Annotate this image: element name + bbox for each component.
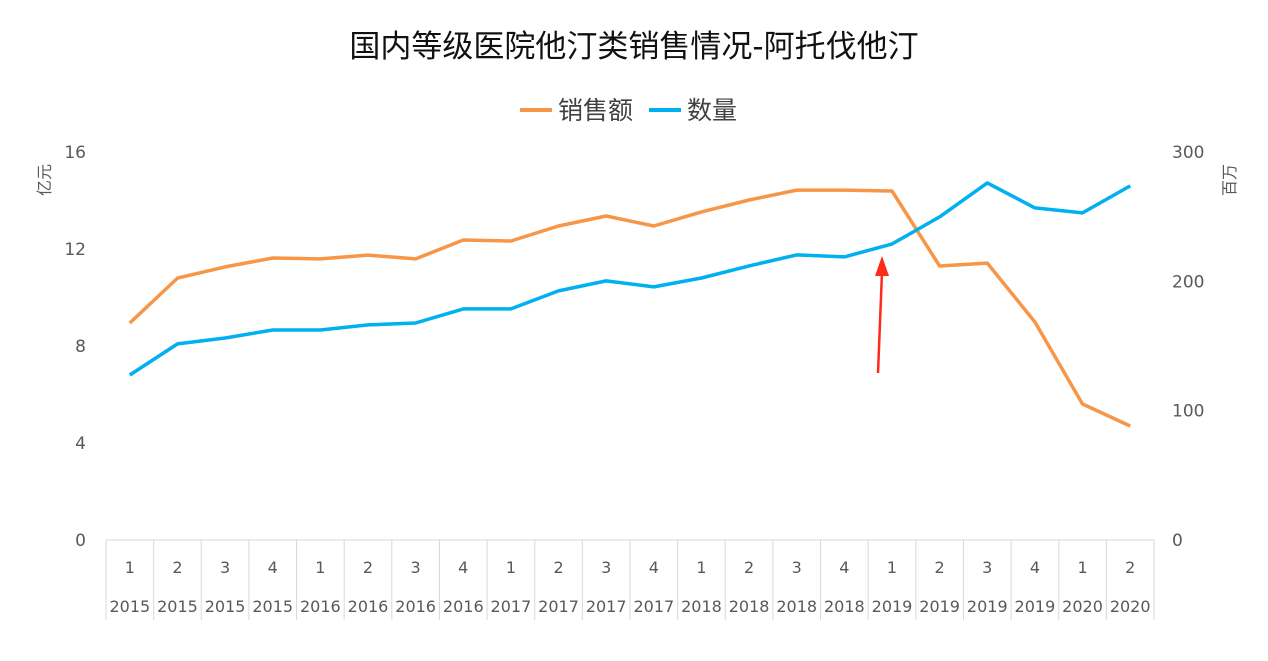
- x-tick-quarter: 3: [792, 558, 802, 577]
- x-tick-year: 2017: [633, 597, 674, 616]
- x-tick-year: 2020: [1110, 597, 1151, 616]
- x-tick-quarter: 2: [553, 558, 563, 577]
- x-tick-year: 2015: [252, 597, 293, 616]
- x-tick-year: 2015: [205, 597, 246, 616]
- x-tick-quarter: 1: [125, 558, 135, 577]
- x-tick-quarter: 1: [315, 558, 325, 577]
- x-tick-quarter: 4: [839, 558, 849, 577]
- x-tick-quarter: 4: [268, 558, 278, 577]
- annotation-arrow-head: [875, 256, 889, 276]
- y-tick-left: 8: [75, 337, 86, 357]
- y-tick-right: 200: [1172, 272, 1204, 292]
- x-tick-year: 2016: [443, 597, 484, 616]
- x-tick-year: 2018: [681, 597, 722, 616]
- x-tick-quarter: 1: [506, 558, 516, 577]
- y-tick-left: 4: [75, 434, 86, 454]
- legend-label: 销售额: [558, 96, 633, 125]
- y-tick-left: 12: [64, 240, 86, 260]
- legend: 销售额 数量: [520, 96, 737, 125]
- x-tick-year: 2017: [491, 597, 532, 616]
- x-tick-year: 2019: [872, 597, 913, 616]
- x-tick-quarter: 3: [220, 558, 230, 577]
- x-tick-year: 2017: [586, 597, 627, 616]
- x-tick-year: 2017: [538, 597, 579, 616]
- y-axis-right-label: 百万: [1220, 164, 1239, 196]
- x-tick-quarter: 3: [601, 558, 611, 577]
- x-tick-year: 2016: [395, 597, 436, 616]
- x-tick-year: 2019: [967, 597, 1008, 616]
- x-tick-year: 2016: [348, 597, 389, 616]
- x-tick-year: 2020: [1062, 597, 1103, 616]
- y-axis-left-label: 亿元: [35, 164, 54, 196]
- y-tick-left: 16: [64, 143, 86, 163]
- x-tick-quarter: 2: [363, 558, 373, 577]
- y-tick-left: 0: [75, 531, 86, 551]
- x-tick-year: 2019: [1015, 597, 1056, 616]
- x-tick-quarter: 4: [1030, 558, 1040, 577]
- x-tick-quarter: 4: [649, 558, 659, 577]
- series-line-sales: [130, 190, 1130, 426]
- x-tick-year: 2018: [729, 597, 770, 616]
- x-tick-quarter: 3: [982, 558, 992, 577]
- x-tick-quarter: 4: [458, 558, 468, 577]
- chart-title: 国内等级医院他汀类销售情况-阿托伐他汀: [349, 29, 918, 65]
- y-tick-right: 300: [1172, 143, 1204, 163]
- legend-label: 数量: [687, 96, 737, 125]
- x-tick-year: 2015: [109, 597, 150, 616]
- x-tick-year: 2016: [300, 597, 341, 616]
- y-tick-right: 0: [1172, 531, 1183, 551]
- x-tick-year: 2015: [157, 597, 198, 616]
- x-tick-quarter: 3: [411, 558, 421, 577]
- x-tick-year: 2019: [919, 597, 960, 616]
- y-tick-right: 100: [1172, 402, 1204, 422]
- x-tick-quarter: 2: [744, 558, 754, 577]
- x-tick-quarter: 1: [696, 558, 706, 577]
- x-tick-quarter: 1: [1077, 558, 1087, 577]
- x-tick-year: 2018: [776, 597, 817, 616]
- series-line-quantity: [130, 183, 1130, 375]
- x-tick-quarter: 2: [935, 558, 945, 577]
- annotation-arrow-shaft: [878, 272, 882, 373]
- x-tick-year: 2018: [824, 597, 865, 616]
- x-tick-quarter: 1: [887, 558, 897, 577]
- x-tick-quarter: 2: [1125, 558, 1135, 577]
- x-tick-quarter: 2: [172, 558, 182, 577]
